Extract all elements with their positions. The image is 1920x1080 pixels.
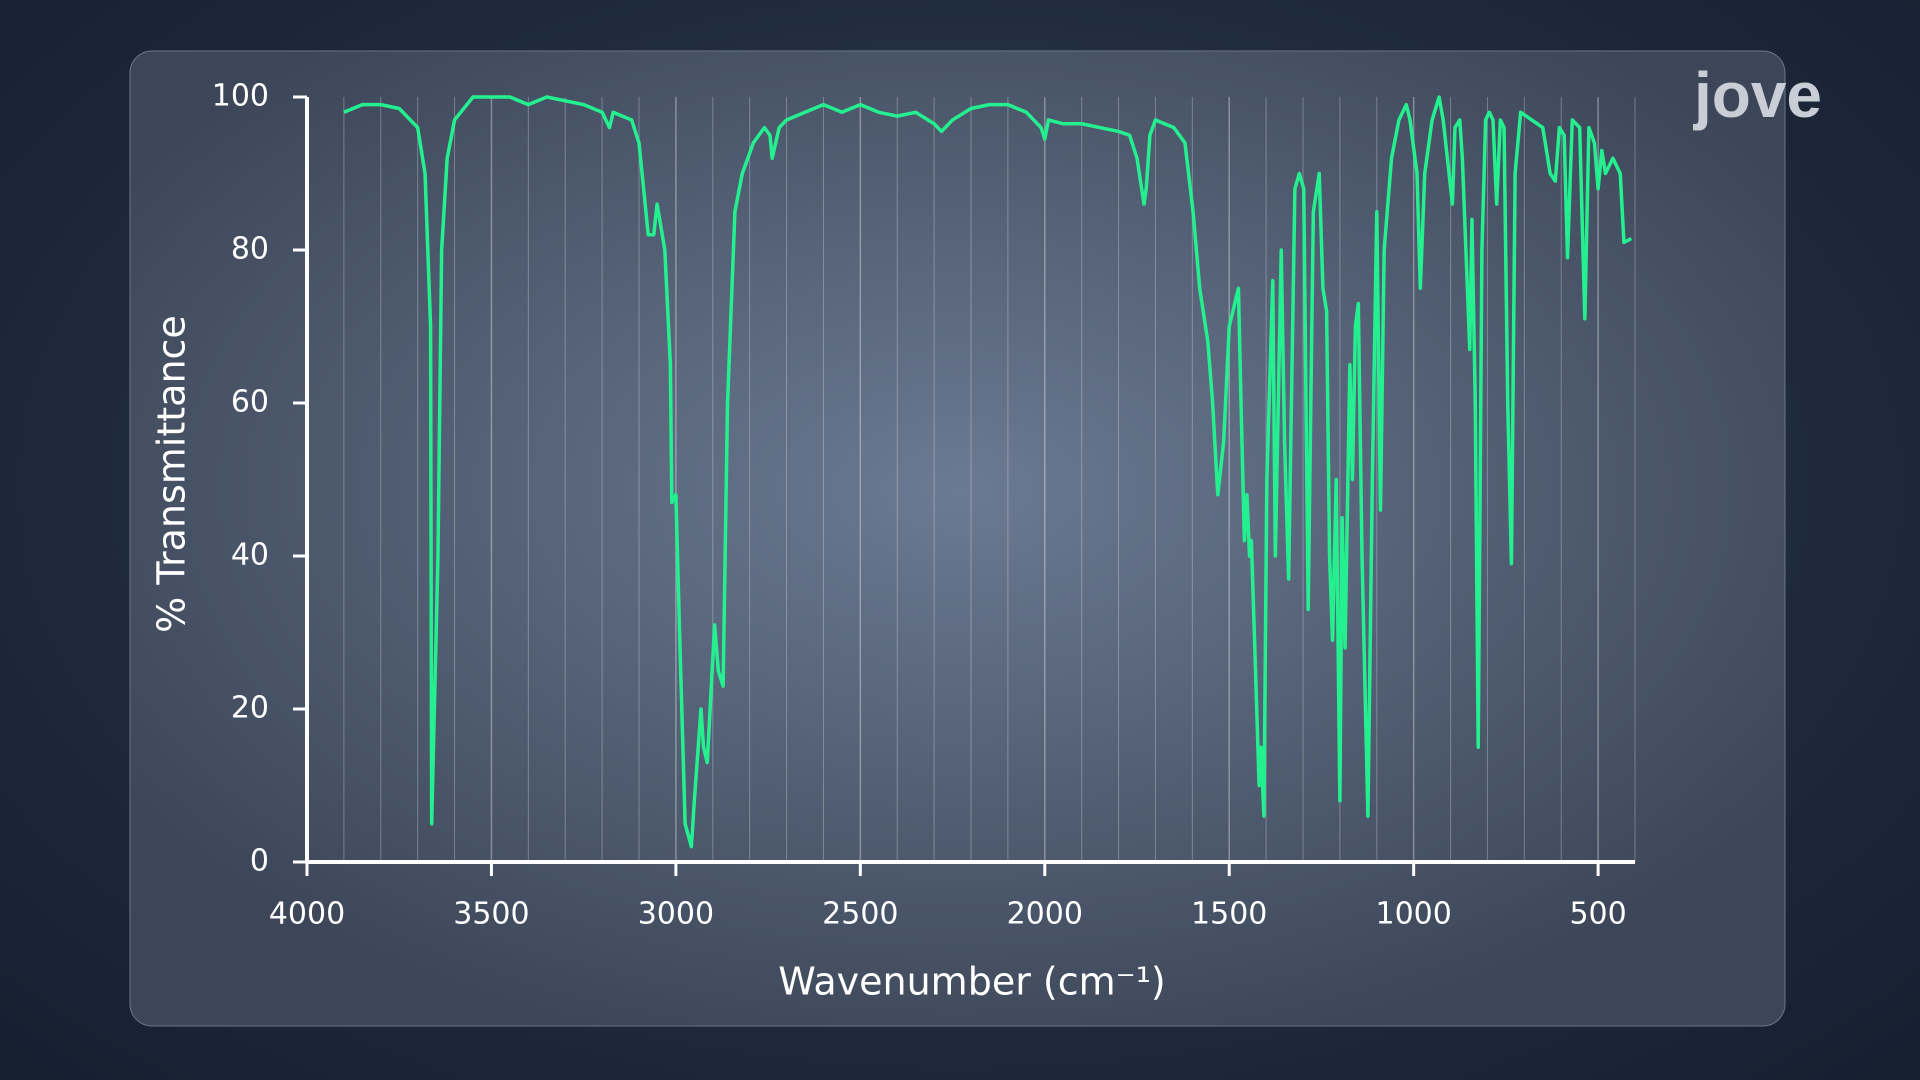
y-tick-label: 100 (212, 79, 269, 114)
x-tick-label: 1500 (1191, 897, 1267, 932)
x-tick-label: 4000 (269, 897, 345, 932)
x-tick-label: 2500 (822, 897, 898, 932)
y-tick-label: 20 (231, 691, 269, 726)
y-tick-label: 60 (231, 385, 269, 420)
y-tick-label: 0 (250, 844, 269, 879)
spectrum-line (343, 95, 1633, 849)
x-tick-label: 1000 (1375, 897, 1451, 932)
x-axis-title: Wavenumber (cm⁻¹) (778, 960, 1166, 1004)
x-tick-label: 2000 (1007, 897, 1083, 932)
x-tick-label: 3000 (638, 897, 714, 932)
panel (129, 50, 1786, 1027)
y-tick-label: 40 (231, 538, 269, 573)
y-tick-label: 80 (231, 232, 269, 267)
x-tick-label: 500 (1569, 897, 1626, 932)
y-axis-title: % Transmittance (150, 315, 194, 633)
logo: jove (1693, 59, 1822, 131)
x-tick-label: 3500 (453, 897, 529, 932)
plot: 4000 3500 3000 2500 2000 1500 1000 500 0 20 40 60 80… (212, 79, 1636, 932)
